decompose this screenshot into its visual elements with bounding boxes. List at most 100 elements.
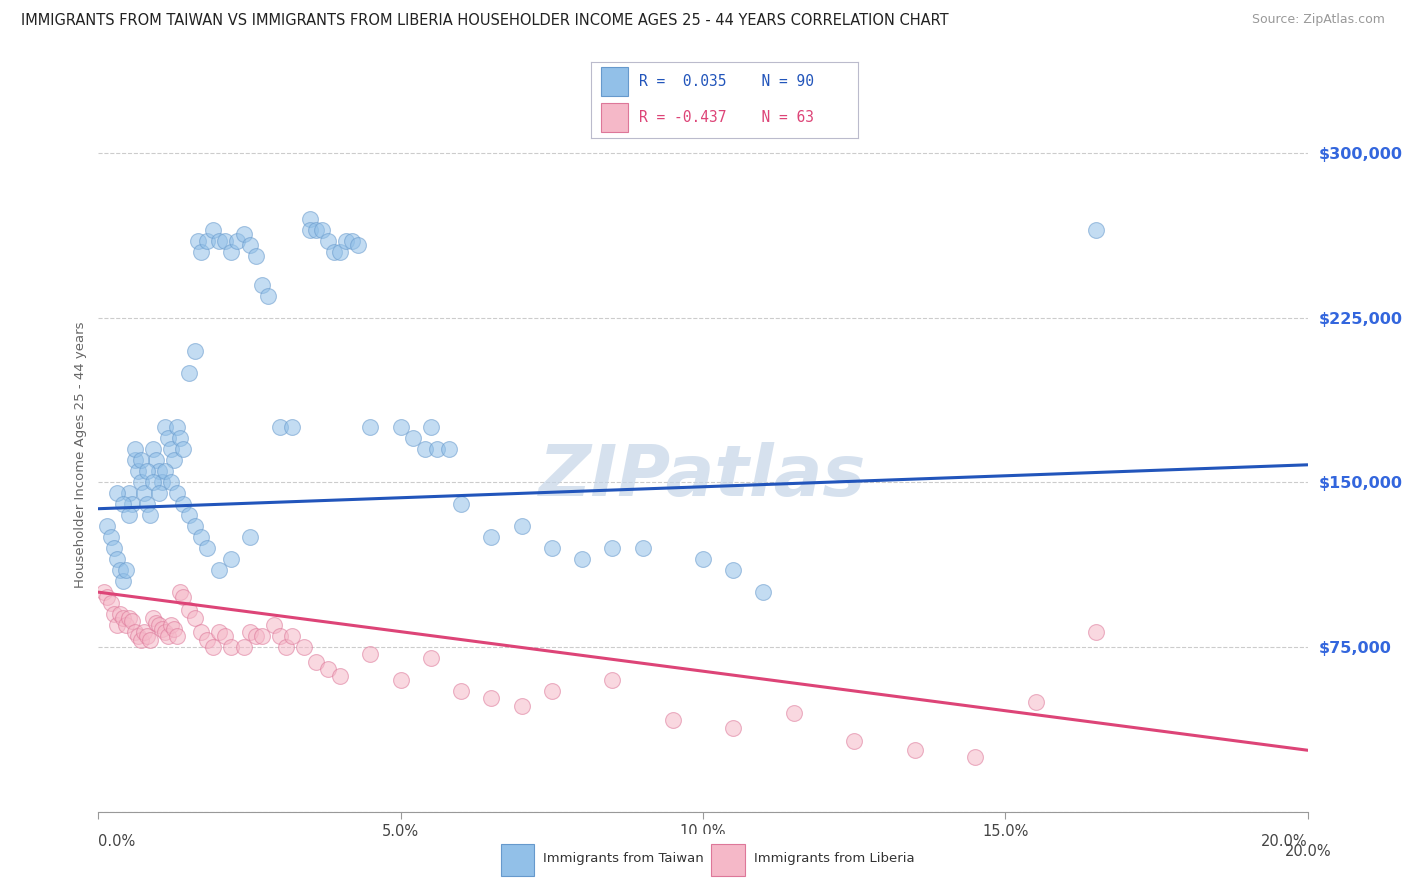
Point (129, 475, 152, 490)
Point (179, 603, 201, 617)
Point (299, 223, 322, 237)
Point (139, 633, 162, 648)
Point (172, 442, 194, 457)
Point (692, 552, 714, 566)
Point (450, 497, 472, 511)
Text: 20.0%: 20.0% (1261, 834, 1308, 849)
Point (329, 244, 352, 259)
Point (335, 234, 357, 248)
Point (118, 611, 141, 625)
Point (145, 615, 167, 630)
Point (631, 541, 654, 556)
Text: ZIPatlas: ZIPatlas (540, 442, 866, 511)
Point (208, 563, 231, 577)
Point (221, 552, 243, 566)
Point (844, 734, 866, 748)
Point (105, 486, 128, 500)
Point (153, 624, 176, 639)
Point (156, 432, 179, 446)
Point (232, 640, 254, 654)
Point (510, 519, 533, 533)
Point (389, 673, 412, 687)
Point (965, 749, 987, 764)
Point (105, 618, 128, 632)
Point (723, 563, 745, 577)
Point (139, 508, 162, 523)
Point (148, 618, 170, 632)
Point (153, 420, 176, 434)
Point (481, 530, 503, 544)
Point (103, 541, 125, 556)
Point (214, 629, 236, 643)
Point (163, 453, 186, 467)
Point (723, 721, 745, 735)
Point (100, 596, 122, 610)
Point (114, 618, 136, 632)
Point (135, 464, 157, 478)
Point (184, 611, 207, 625)
Point (360, 647, 382, 661)
Point (208, 234, 231, 248)
Point (124, 453, 146, 467)
Point (121, 497, 143, 511)
Point (214, 234, 236, 248)
Point (148, 486, 170, 500)
Point (245, 249, 267, 263)
Point (245, 629, 267, 643)
Point (299, 211, 322, 226)
Point (132, 486, 155, 500)
Point (142, 475, 165, 490)
Point (135, 629, 157, 643)
Point (142, 611, 165, 625)
Point (602, 673, 624, 687)
Text: Immigrants from Taiwan: Immigrants from Taiwan (543, 852, 703, 865)
Point (111, 497, 134, 511)
Text: 20.0%: 20.0% (1285, 844, 1331, 859)
Point (150, 623, 173, 637)
Point (100, 530, 122, 544)
Point (250, 277, 273, 292)
Point (169, 585, 191, 599)
Point (904, 743, 927, 757)
Text: Source: ZipAtlas.com: Source: ZipAtlas.com (1251, 13, 1385, 27)
Point (602, 541, 624, 556)
Point (114, 563, 136, 577)
Point (179, 366, 201, 380)
Point (150, 475, 173, 490)
Point (281, 420, 304, 434)
Point (1024, 695, 1046, 709)
FancyBboxPatch shape (711, 844, 745, 876)
Point (221, 244, 243, 259)
Point (316, 662, 339, 676)
Point (311, 223, 333, 237)
Point (292, 640, 315, 654)
Point (221, 640, 243, 654)
Point (571, 552, 593, 566)
Point (118, 508, 141, 523)
Point (305, 656, 328, 670)
Point (163, 623, 186, 637)
Point (274, 640, 297, 654)
Point (153, 464, 176, 478)
Point (172, 497, 194, 511)
Point (124, 442, 146, 457)
Point (190, 244, 212, 259)
Point (661, 713, 683, 727)
Point (420, 651, 443, 665)
Point (166, 420, 188, 434)
Point (360, 420, 382, 434)
Point (389, 420, 412, 434)
Text: 0.0%: 0.0% (98, 834, 135, 849)
Point (184, 343, 207, 358)
Y-axis label: Householder Income Ages 25 - 44 years: Householder Income Ages 25 - 44 years (75, 322, 87, 588)
Point (166, 629, 188, 643)
Point (105, 552, 128, 566)
Point (1085, 624, 1108, 639)
Point (179, 508, 201, 523)
Point (782, 706, 804, 720)
Point (269, 420, 291, 434)
Point (129, 453, 152, 467)
Point (156, 629, 179, 643)
Point (96, 590, 118, 604)
Point (437, 442, 460, 457)
